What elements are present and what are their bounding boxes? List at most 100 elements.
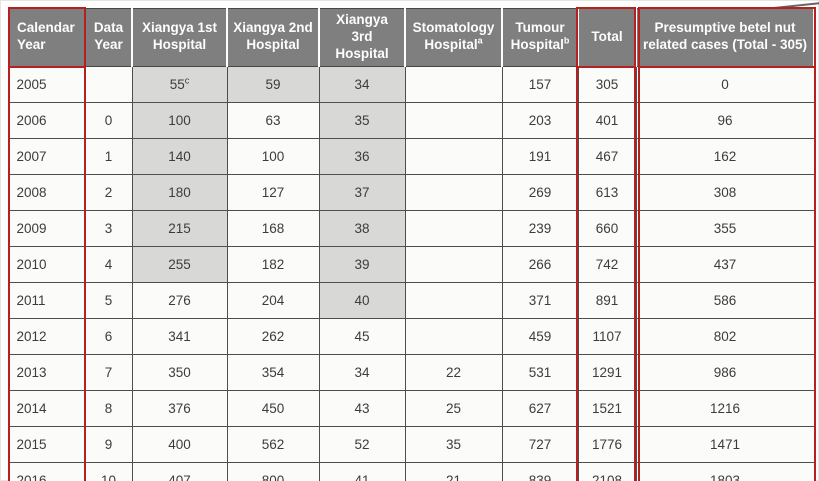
- value-cell: [404, 209, 503, 247]
- hospital-cases-table: Calendar Year Data Year Xiangya 1st Hospit…: [8, 8, 815, 481]
- value-cell: 742: [577, 245, 637, 283]
- header-cell-xiangya-1st-hospital: Xiangya 1st Hospital: [131, 8, 228, 67]
- row-header-cell: 2014: [8, 389, 86, 427]
- value-cell: 1471: [635, 425, 815, 463]
- value-cell: 37: [318, 173, 406, 211]
- table-row: 2016 10 407 800 41 21 839 2108 1803: [8, 461, 815, 481]
- value-cell: 10: [84, 461, 133, 481]
- value-cell: 22: [404, 353, 503, 391]
- value-cell: 437: [635, 245, 815, 283]
- value-cell: 63: [226, 101, 320, 139]
- value-cell: 407: [131, 461, 228, 481]
- table-row: 2014 8 376 450 43 25 627 1521 1216: [8, 389, 815, 427]
- value-cell: 215: [131, 209, 228, 247]
- value-cell: 191: [501, 137, 579, 175]
- value-cell: 45: [318, 317, 406, 355]
- value-cell: 52: [318, 425, 406, 463]
- value-cell: 800: [226, 461, 320, 481]
- value-cell: 35: [404, 425, 503, 463]
- value-cell: 40: [318, 281, 406, 319]
- value-cell: 354: [226, 353, 320, 391]
- value-cell: 3: [84, 209, 133, 247]
- table-row: 2009 3 215 168 38 239 660 355: [8, 209, 815, 247]
- value-cell: 162: [635, 137, 815, 175]
- value-cell: 0: [84, 101, 133, 139]
- value-cell: 1216: [635, 389, 815, 427]
- value-cell: 55c: [131, 65, 228, 103]
- value-cell: 34: [318, 65, 406, 103]
- table-row: 2008 2 180 127 37 269 613 308: [8, 173, 815, 211]
- value-cell: 401: [577, 101, 637, 139]
- value-cell: 613: [577, 173, 637, 211]
- value-cell: 96: [635, 101, 815, 139]
- value-cell: 1803: [635, 461, 815, 481]
- value-cell: 203: [501, 101, 579, 139]
- value-cell: 562: [226, 425, 320, 463]
- header-cell-xiangya-2nd-hospital: Xiangya 2nd Hospital: [226, 8, 320, 67]
- table-row: 2007 1 140 100 36 191 467 162: [8, 137, 815, 175]
- value-cell: 1521: [577, 389, 637, 427]
- value-cell: 266: [501, 245, 579, 283]
- value-cell: 269: [501, 173, 579, 211]
- value-cell: 400: [131, 425, 228, 463]
- value-cell: 0: [635, 65, 815, 103]
- row-header-cell: 2013: [8, 353, 86, 391]
- header-cell-total: Total: [577, 8, 637, 67]
- value-cell: 4: [84, 245, 133, 283]
- table-row: 2011 5 276 204 40 371 891 586: [8, 281, 815, 319]
- value-cell: 305: [577, 65, 637, 103]
- value-cell: 34: [318, 353, 406, 391]
- value-cell: 25: [404, 389, 503, 427]
- row-header-cell: 2006: [8, 101, 86, 139]
- row-header-cell: 2016: [8, 461, 86, 481]
- value-cell: 2: [84, 173, 133, 211]
- value-cell: [404, 281, 503, 319]
- row-header-cell: 2011: [8, 281, 86, 319]
- value-cell: 891: [577, 281, 637, 319]
- value-cell: [404, 65, 503, 103]
- value-cell: 239: [501, 209, 579, 247]
- value-cell: 355: [635, 209, 815, 247]
- value-cell: 100: [131, 101, 228, 139]
- value-cell: 467: [577, 137, 637, 175]
- table-row: 2013 7 350 354 34 22 531 1291 986: [8, 353, 815, 391]
- value-cell: 802: [635, 317, 815, 355]
- value-cell: 182: [226, 245, 320, 283]
- table-body: 2005 55c 59 34 157 305 0 2006 0 100 63 35 203 401 96 20…: [8, 65, 815, 481]
- value-cell: 341: [131, 317, 228, 355]
- value-cell: 1776: [577, 425, 637, 463]
- value-cell: [404, 137, 503, 175]
- value-cell: 59: [226, 65, 320, 103]
- value-cell: [404, 101, 503, 139]
- header-cell-calendar-year: Calendar Year: [8, 8, 86, 67]
- value-cell: 168: [226, 209, 320, 247]
- value-cell: 586: [635, 281, 815, 319]
- table-row: 2015 9 400 562 52 35 727 1776 1471: [8, 425, 815, 463]
- value-cell: 41: [318, 461, 406, 481]
- value-cell: 204: [226, 281, 320, 319]
- value-cell: [84, 65, 133, 103]
- row-header-cell: 2005: [8, 65, 86, 103]
- value-cell: 35: [318, 101, 406, 139]
- value-cell: 7: [84, 353, 133, 391]
- value-cell: 140: [131, 137, 228, 175]
- value-cell: 371: [501, 281, 579, 319]
- value-cell: 38: [318, 209, 406, 247]
- value-cell: 157: [501, 65, 579, 103]
- value-cell: 276: [131, 281, 228, 319]
- value-cell: 5: [84, 281, 133, 319]
- table-row: 2006 0 100 63 35 203 401 96: [8, 101, 815, 139]
- table-row: 2012 6 341 262 45 459 1107 802: [8, 317, 815, 355]
- value-cell: 6: [84, 317, 133, 355]
- value-cell: 255: [131, 245, 228, 283]
- value-cell: 350: [131, 353, 228, 391]
- value-cell: 21: [404, 461, 503, 481]
- value-cell: 9: [84, 425, 133, 463]
- value-cell: [404, 317, 503, 355]
- row-header-cell: 2010: [8, 245, 86, 283]
- value-cell: 376: [131, 389, 228, 427]
- value-cell: 660: [577, 209, 637, 247]
- value-cell: [404, 173, 503, 211]
- value-cell: 8: [84, 389, 133, 427]
